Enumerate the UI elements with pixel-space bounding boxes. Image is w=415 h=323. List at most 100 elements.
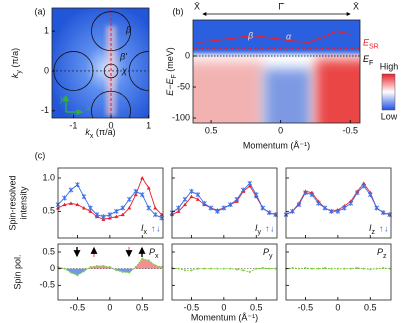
- marker: [216, 267, 219, 270]
- marker: [75, 182, 80, 188]
- y-tick-label: -1: [41, 105, 49, 115]
- marker: [374, 205, 380, 211]
- marker: [177, 267, 180, 270]
- label-part: I: [141, 223, 144, 233]
- marker: [82, 270, 85, 273]
- marker: [240, 187, 246, 193]
- marker: [367, 192, 373, 198]
- x-tick-label: -0.5: [343, 125, 359, 135]
- panel-label: (c): [35, 150, 46, 160]
- x-tick-label: 0.5: [250, 302, 263, 312]
- marker: [89, 266, 92, 268]
- marker: [304, 267, 307, 269]
- marker: [221, 205, 227, 211]
- marker: [107, 212, 113, 218]
- marker: [62, 202, 67, 207]
- marker: [208, 205, 214, 211]
- label-part: k: [10, 73, 20, 78]
- colorbar: [381, 73, 396, 111]
- marker: [182, 196, 188, 202]
- marker: [356, 267, 359, 269]
- subscript: F: [369, 60, 373, 67]
- panel-label: (a): [35, 6, 46, 16]
- x-tick-label: 0: [107, 302, 112, 312]
- marker: [195, 192, 201, 198]
- subscript: y: [269, 253, 273, 260]
- marker: [126, 196, 132, 202]
- heatmap-image: [193, 20, 360, 123]
- frame: [57, 243, 164, 301]
- shade-negative: [58, 268, 162, 276]
- marker: [108, 266, 111, 268]
- marker: [362, 267, 365, 270]
- spin-arrows: [73, 246, 146, 258]
- fermi-circle: [91, 90, 131, 118]
- marker: [68, 201, 73, 205]
- marker: [322, 205, 328, 211]
- frame: [192, 19, 361, 124]
- marker: [128, 271, 131, 274]
- marker: [69, 271, 72, 274]
- marker: [266, 210, 272, 216]
- frame: [51, 7, 150, 119]
- label: EF: [363, 54, 373, 67]
- marker: [235, 268, 238, 271]
- x-tick-label: 0: [335, 302, 340, 312]
- x-tick-label: 0.5: [364, 302, 377, 312]
- marker: [375, 267, 378, 270]
- x-tick-label: 1: [146, 120, 151, 130]
- marker: [343, 267, 346, 270]
- subscript: F: [171, 74, 178, 78]
- x-tick-label: -0.5: [298, 302, 314, 312]
- marker: [120, 212, 125, 217]
- label: Pz: [377, 247, 387, 260]
- frame: [57, 167, 164, 239]
- marker: [120, 205, 126, 211]
- marker: [369, 268, 372, 271]
- label-part: k: [85, 127, 90, 137]
- label: Iz: [369, 223, 376, 236]
- marker: [76, 274, 79, 277]
- subscript: x: [90, 133, 94, 140]
- marker: [354, 190, 360, 196]
- marker: [361, 183, 367, 189]
- marker: [139, 192, 145, 198]
- marker: [297, 267, 300, 270]
- marker: [102, 265, 105, 267]
- y-tick-label: -50: [177, 81, 190, 91]
- marker: [146, 186, 151, 190]
- axis-arrow-label: y: [59, 93, 65, 103]
- x-axis-label: Momentum (Å⁻¹): [191, 312, 258, 322]
- frame: [171, 167, 278, 239]
- legend-entry: ↓: [384, 223, 389, 233]
- annotation: β: [247, 30, 253, 40]
- x-tick-label: 0.5: [136, 302, 149, 312]
- marker: [317, 267, 320, 270]
- y-tick-label: 0.5: [42, 246, 55, 256]
- marker: [195, 197, 200, 201]
- marker: [310, 267, 313, 270]
- marker: [154, 264, 157, 267]
- marker: [141, 257, 144, 260]
- frame: [285, 167, 392, 239]
- marker: [349, 267, 352, 270]
- marker: [101, 214, 106, 220]
- x-tick-label: -1: [69, 120, 77, 130]
- annotation: χ: [121, 65, 128, 75]
- marker: [81, 206, 86, 210]
- legend-entry: ↓: [156, 223, 161, 233]
- marker: [382, 267, 385, 269]
- panel-label: (b): [173, 6, 184, 16]
- marker: [146, 205, 152, 211]
- marker: [203, 267, 206, 270]
- marker: [140, 176, 145, 180]
- marker: [202, 200, 207, 206]
- marker: [94, 212, 100, 218]
- axis-arrow-label: x: [85, 102, 91, 112]
- y-tick-label: 1: [44, 25, 49, 35]
- series-line: [57, 258, 162, 276]
- marker: [296, 202, 302, 208]
- marker: [153, 206, 158, 210]
- x-tick-label: 0.5: [205, 125, 218, 135]
